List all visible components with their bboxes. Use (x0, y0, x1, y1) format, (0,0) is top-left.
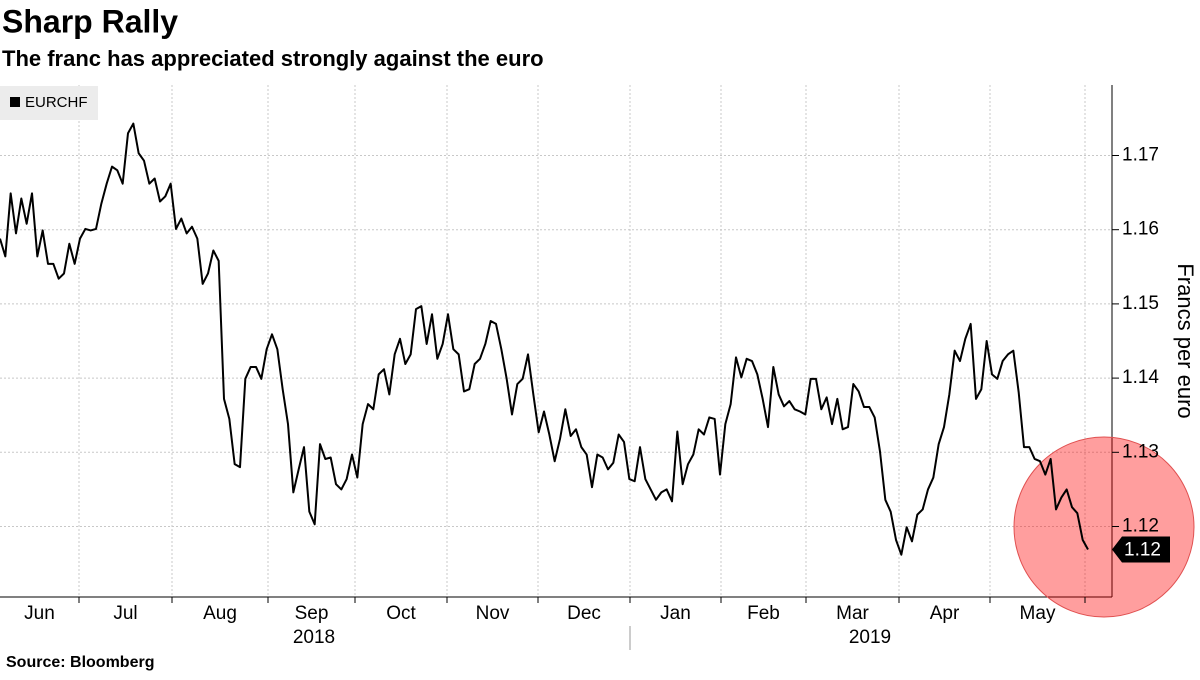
x-tick-label: Jun (24, 603, 55, 624)
y-tick-label: 1.15 (1122, 293, 1159, 314)
highlight-circle (1013, 436, 1195, 618)
x-tick-label: May (1020, 603, 1056, 624)
x-tick-label: Feb (747, 603, 780, 624)
chart-subtitle: The franc has appreciated strongly again… (2, 46, 544, 71)
x-tick-label: Oct (386, 603, 416, 624)
x-tick-label: Jan (660, 603, 691, 624)
end-label: 1.12 (1124, 540, 1161, 561)
x-tick-label: Jul (113, 603, 137, 624)
x-tick-label: Mar (836, 603, 869, 624)
y-axis-label: Francs per euro (1173, 263, 1198, 418)
x-tick-label: Nov (476, 603, 510, 624)
y-tick-label: 1.17 (1122, 145, 1159, 166)
y-tick-label: 1.13 (1122, 441, 1159, 462)
y-tick-label: 1.14 (1122, 367, 1159, 388)
year-label: 2019 (849, 627, 891, 648)
end-label-tag (1112, 536, 1170, 563)
chart-title: Sharp Rally (2, 3, 178, 39)
y-tick-label: 1.12 (1122, 516, 1159, 537)
x-tick-label: Dec (567, 603, 601, 624)
legend-label: EURCHF (25, 94, 88, 111)
x-tick-label: Aug (203, 603, 237, 624)
x-tick-label: Apr (930, 603, 960, 624)
line-series (0, 122, 1089, 556)
legend-swatch (10, 97, 20, 107)
source: Source: Bloomberg (6, 654, 154, 671)
year-label: 2018 (293, 627, 335, 648)
x-tick-label: Sep (295, 603, 329, 624)
y-tick-label: 1.16 (1122, 219, 1159, 240)
